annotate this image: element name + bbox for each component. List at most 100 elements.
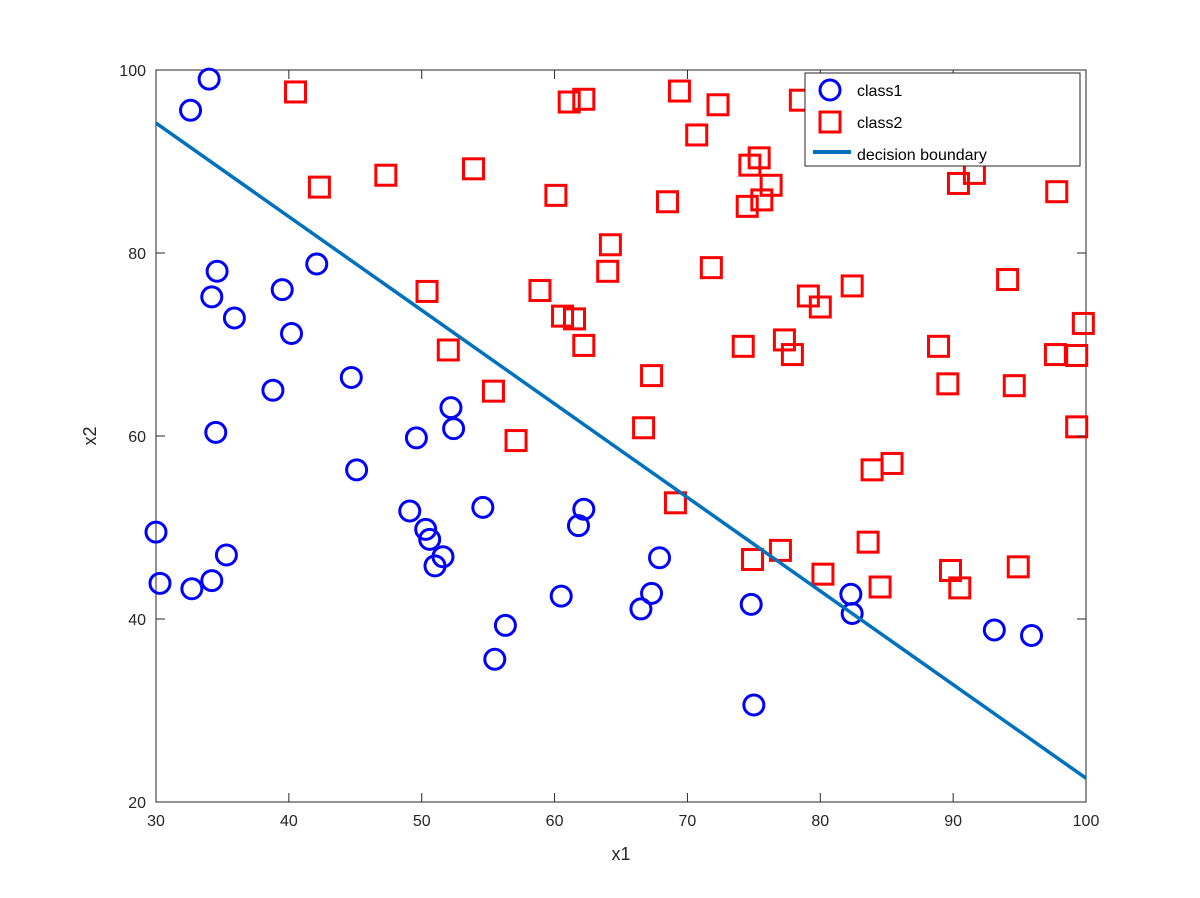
y-tick-label: 40 — [128, 612, 146, 629]
class1-point — [144, 520, 168, 544]
class1-point — [261, 378, 285, 402]
class1-point — [739, 592, 763, 616]
class2-point — [307, 175, 331, 199]
class1-point — [982, 618, 1006, 642]
series-layer — [144, 67, 1095, 717]
class2-point — [528, 279, 552, 303]
legend-entry-label: class1 — [857, 83, 902, 100]
class2-point — [436, 338, 460, 362]
class2-point — [731, 334, 755, 358]
class2-point — [640, 364, 664, 388]
class2-point — [462, 157, 486, 181]
class2-point — [868, 575, 892, 599]
class2-point — [632, 416, 656, 440]
class2-point — [1065, 415, 1089, 439]
series-class1 — [144, 67, 1044, 717]
y-axis-label: x2 — [80, 426, 100, 445]
class1-point — [648, 546, 672, 570]
class1-point — [493, 613, 517, 637]
class1-point — [549, 584, 573, 608]
class1-point — [398, 499, 422, 523]
class2-point — [415, 279, 439, 303]
series-class2 — [284, 79, 1095, 600]
x-tick-label: 40 — [280, 813, 298, 830]
class1-point — [566, 514, 590, 538]
class1-point — [280, 322, 304, 346]
ticks-layer: 30 40 50 60 70 80 90 100 20 40 60 80 100 — [119, 63, 1099, 830]
x-tick-label: 90 — [944, 813, 962, 830]
class2-point — [598, 233, 622, 257]
x-tick-label: 60 — [546, 813, 564, 830]
y-tick-label: 100 — [119, 63, 146, 80]
legend-entries: class1 class2 decision boundary — [813, 78, 987, 164]
axes — [155, 69, 1087, 803]
class1-point — [200, 285, 224, 309]
class2-point — [551, 304, 575, 328]
x-tick-label: 100 — [1073, 813, 1100, 830]
class2-point — [759, 173, 783, 197]
class2-point — [936, 372, 960, 396]
class2-point — [811, 562, 835, 586]
class1-point — [414, 517, 438, 541]
x-tick-label: 70 — [679, 813, 697, 830]
plot-area — [155, 69, 1087, 803]
class1-point — [204, 420, 228, 444]
class2-point — [1071, 311, 1095, 335]
class2-point — [735, 194, 759, 218]
class1-point — [339, 365, 363, 389]
legend-swatch-class1 — [818, 78, 842, 102]
class1-point — [431, 545, 455, 569]
class2-point — [772, 328, 796, 352]
class1-point — [179, 98, 203, 122]
legend: class1 class2 decision boundary — [804, 72, 1081, 167]
x-tick-label: 50 — [413, 813, 431, 830]
class2-point — [685, 123, 709, 147]
class1-point — [442, 417, 466, 441]
class2-point — [596, 259, 620, 283]
y-tick-label: 80 — [128, 246, 146, 263]
class2-point — [374, 163, 398, 187]
class1-point — [200, 569, 224, 593]
class2-point — [948, 576, 972, 600]
x-axis-label: x1 — [611, 844, 630, 864]
class1-point — [1020, 623, 1044, 647]
class1-point — [572, 497, 596, 521]
class2-point — [663, 491, 687, 515]
class2-point — [563, 307, 586, 331]
class2-point — [504, 429, 528, 453]
class2-point — [1002, 374, 1026, 398]
class1-point — [345, 458, 369, 482]
class2-point — [544, 183, 568, 207]
y-tick-label: 60 — [128, 429, 146, 446]
class1-point — [640, 581, 664, 605]
class1-point — [270, 278, 294, 302]
legend-entry-label: class2 — [857, 115, 902, 132]
class2-point — [741, 548, 765, 572]
class1-point — [471, 495, 495, 519]
class1-point — [629, 597, 653, 621]
class2-point — [1045, 180, 1069, 204]
class1-point — [197, 67, 221, 91]
class1-point — [742, 693, 766, 717]
class2-point — [996, 268, 1020, 292]
class1-point — [222, 306, 246, 330]
class1-point — [840, 602, 864, 626]
x-tick-label: 30 — [147, 813, 165, 830]
class2-point — [557, 90, 581, 114]
class2-point — [856, 530, 880, 554]
class2-point — [880, 451, 904, 475]
class2-point — [481, 379, 505, 403]
class2-point — [572, 87, 596, 111]
class2-point — [768, 538, 792, 562]
class2-point — [747, 146, 771, 170]
class1-point — [180, 577, 204, 601]
class2-point — [808, 295, 832, 319]
class2-point — [706, 93, 730, 117]
class2-point — [840, 274, 864, 298]
class2-point — [927, 334, 951, 358]
class2-point — [1065, 343, 1089, 367]
legend-entry-label: decision boundary — [857, 147, 987, 164]
y-tick-label: 20 — [128, 795, 146, 812]
x-tick-label: 80 — [811, 813, 829, 830]
